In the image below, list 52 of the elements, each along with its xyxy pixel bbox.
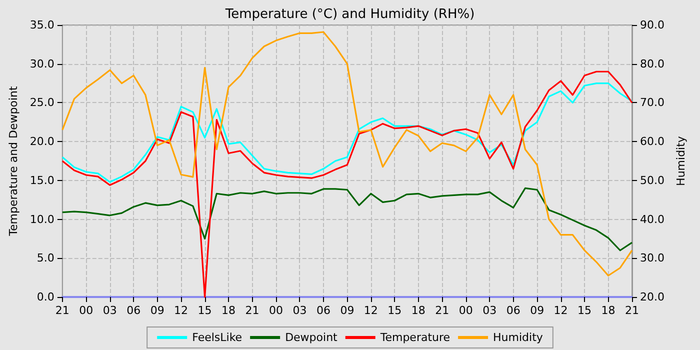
legend-label: Dewpoint <box>285 331 338 344</box>
x-tick-label: 09 <box>530 304 544 317</box>
x-tick-label: 09 <box>340 304 354 317</box>
line-series <box>62 31 633 276</box>
x-tick-label: 03 <box>482 304 497 317</box>
y2-axis-title: Humidity <box>674 136 688 186</box>
y2-tick-label: 40.0 <box>640 212 664 226</box>
y2-tick-label: 70.0 <box>640 96 664 110</box>
x-tick-label: 21 <box>435 304 450 317</box>
x-tick-label: 12 <box>364 304 378 317</box>
x-tick-label: 12 <box>554 304 568 317</box>
y-tick-label: 5.0 <box>36 252 54 265</box>
line-series <box>62 70 633 298</box>
x-tick-label: 03 <box>102 304 117 317</box>
x-tick-label: 15 <box>388 304 402 317</box>
line-series <box>62 82 633 183</box>
x-tick-label: 00 <box>458 304 473 317</box>
y-tick-label: 20.0 <box>30 135 54 148</box>
x-tick-label: 18 <box>222 304 236 317</box>
x-tick-label: 21 <box>245 304 260 317</box>
x-tick-label: 03 <box>292 304 307 317</box>
x-tick-label: 18 <box>601 304 616 317</box>
x-tick-label: 06 <box>126 304 141 317</box>
chart-title: Temperature (°C) and Humidity (RH%) <box>224 7 475 22</box>
y-tick-label: 35.0 <box>30 18 54 32</box>
x-tick-label: 18 <box>411 304 426 317</box>
y2-tick-label: 90.0 <box>640 18 664 32</box>
x-tick-label: 12 <box>174 304 188 317</box>
x-tick-label: 06 <box>316 304 330 317</box>
x-tick-label: 00 <box>268 304 283 317</box>
line-series <box>62 187 633 252</box>
y2-tick-label: 20.0 <box>640 290 664 304</box>
x-tick-label: 06 <box>506 304 520 317</box>
y-tick-label: 30.0 <box>30 57 54 70</box>
y-tick-label: 15.0 <box>30 174 54 187</box>
x-tick-label: 15 <box>578 304 592 317</box>
y2-tick-label: 80.0 <box>640 57 664 70</box>
y-tick-label: 25.0 <box>30 96 54 110</box>
y2-tick-label: 60.0 <box>640 135 664 148</box>
y-tick-label: 0.0 <box>36 290 54 304</box>
legend-label: FeelsLike <box>192 331 242 344</box>
y2-tick-label: 50.0 <box>640 174 664 187</box>
legend-label: Humidity <box>493 331 544 344</box>
y-tick-label: 10.0 <box>30 212 54 226</box>
x-tick-label: 00 <box>79 304 94 317</box>
x-tick-label: 09 <box>150 304 164 317</box>
x-tick-label: 21 <box>625 304 639 317</box>
y-axis-title: Temperature and Dewpoint <box>7 85 20 237</box>
x-tick-label: 21 <box>55 304 70 317</box>
x-tick-label: 15 <box>198 304 212 317</box>
legend-label: Temperature <box>379 331 450 344</box>
y2-tick-label: 30.0 <box>640 252 664 265</box>
